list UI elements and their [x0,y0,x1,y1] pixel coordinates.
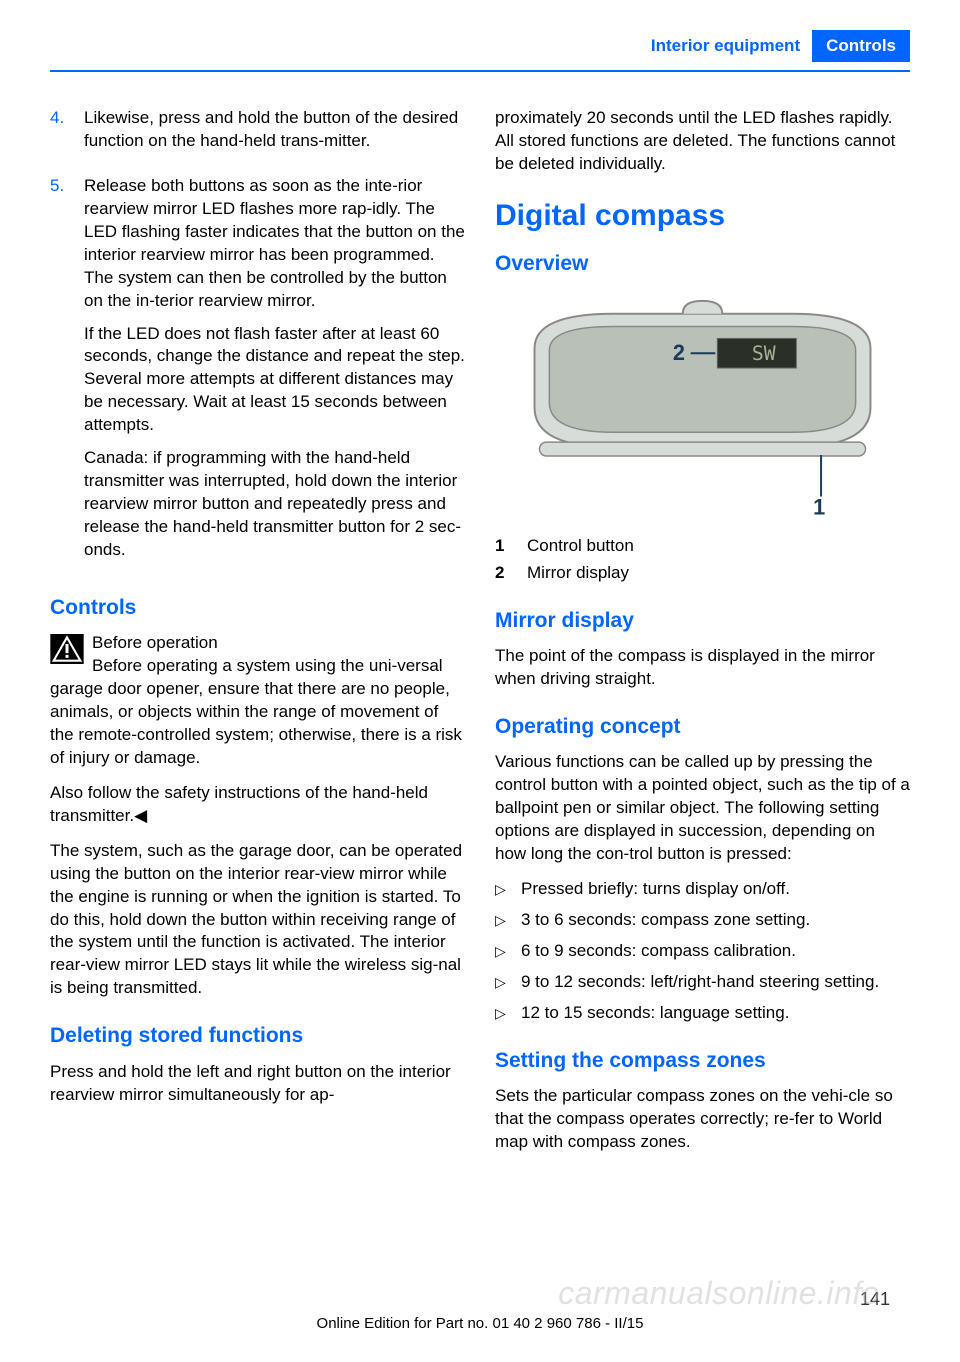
bullet-item: ▷ 6 to 9 seconds: compass calibration. [495,940,910,963]
warn-title: Before operation [92,633,218,652]
bullet-text: Pressed briefly: turns display on/off. [521,878,790,901]
warning-block: Before operation Before operating a syst… [50,632,465,770]
deleting-heading: Deleting stored functions [50,1022,465,1050]
watermark: carmanualsonline.info [558,1275,880,1312]
compass-diagram: SW 2 1 [495,289,910,516]
controls-para: The system, such as the garage door, can… [50,840,465,1001]
footer-line: Online Edition for Part no. 01 40 2 960 … [317,1315,644,1332]
breadcrumb: Interior equipment [651,36,800,56]
overview-heading: Overview [495,250,910,278]
ordered-list: 4. Likewise, press and hold the button of… [50,107,465,572]
legend-num: 2 [495,562,513,585]
bullet-text: 6 to 9 seconds: compass calibration. [521,940,796,963]
diagram-label-1: 1 [813,494,825,516]
bullet-item: ▷ 12 to 15 seconds: language setting. [495,1002,910,1025]
legend-num: 1 [495,535,513,558]
list-body: Likewise, press and hold the button of t… [84,107,465,163]
bullet-text: 9 to 12 seconds: left/right-hand steerin… [521,971,879,994]
list-para: Likewise, press and hold the button of t… [84,107,465,153]
left-column: 4. Likewise, press and hold the button of… [50,107,465,1166]
legend-text: Mirror display [527,562,629,585]
continuation-para: proximately 20 seconds until the LED fla… [495,107,910,176]
section-badge: Controls [812,30,910,62]
diagram-legend: 1 Control button 2 Mirror display [495,535,910,585]
warning-icon [50,634,84,664]
list-para: Canada: if programming with the hand-hel… [84,447,465,562]
deleting-para: Press and hold the left and right button… [50,1061,465,1107]
list-number: 4. [50,107,70,163]
display-text: SW [752,342,776,365]
mirror-display-heading: Mirror display [495,607,910,635]
bullet-item: ▷ 9 to 12 seconds: left/right-hand steeri… [495,971,910,994]
legend-row: 2 Mirror display [495,562,910,585]
list-para: Release both buttons as soon as the inte… [84,175,465,313]
digital-compass-heading: Digital compass [495,196,910,237]
list-para: If the LED does not flash faster after a… [84,323,465,438]
zones-heading: Setting the compass zones [495,1047,910,1075]
right-column: proximately 20 seconds until the LED fla… [495,107,910,1166]
bullet-marker: ▷ [495,971,509,994]
diagram-label-2: 2 [673,340,685,365]
list-number: 5. [50,175,70,572]
bullet-item: ▷ Pressed briefly: turns display on/off. [495,878,910,901]
operating-heading: Operating concept [495,713,910,741]
bullet-marker: ▷ [495,909,509,932]
legend-text: Control button [527,535,634,558]
warn-body: Before operating a system using the uni‐… [50,656,462,767]
list-item: 5.Release both buttons as soon as the in… [50,175,465,572]
list-body: Release both buttons as soon as the inte… [84,175,465,572]
footer: Online Edition for Part no. 01 40 2 960 … [0,1315,960,1332]
bullet-item: ▷ 3 to 6 seconds: compass zone setting. [495,909,910,932]
operating-bullets: ▷Pressed briefly: turns display on/off.▷… [495,878,910,1025]
warn-after: Also follow the safety instructions of t… [50,782,465,828]
zones-para: Sets the particular compass zones on the… [495,1085,910,1154]
bullet-marker: ▷ [495,940,509,963]
mirror-display-para: The point of the compass is displayed in… [495,645,910,691]
bullet-marker: ▷ [495,878,509,901]
bullet-marker: ▷ [495,1002,509,1025]
controls-heading: Controls [50,594,465,622]
bullet-text: 12 to 15 seconds: language setting. [521,1002,789,1025]
legend-row: 1 Control button [495,535,910,558]
header: Interior equipment Controls [50,30,910,62]
bullet-text: 3 to 6 seconds: compass zone setting. [521,909,810,932]
header-divider [50,70,910,72]
operating-para: Various functions can be called up by pr… [495,751,910,866]
list-item: 4. Likewise, press and hold the button of… [50,107,465,163]
